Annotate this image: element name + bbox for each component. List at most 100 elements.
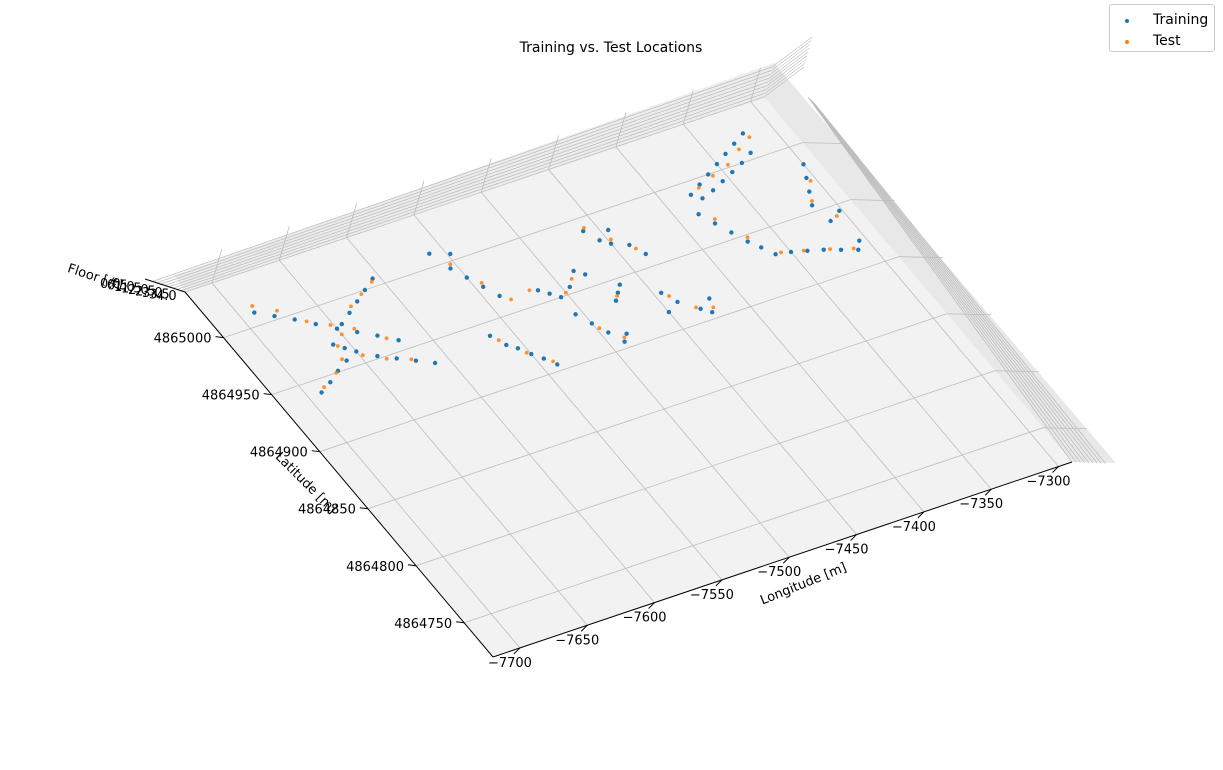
training-point — [740, 131, 746, 136]
grid-line-x — [346, 237, 655, 603]
x-tick-mark — [1052, 466, 1059, 473]
x-tick-label: −7450 — [825, 543, 869, 558]
training-point — [809, 203, 815, 208]
training-point — [643, 251, 648, 257]
training-point — [710, 188, 716, 193]
grid-line-z-top — [764, 62, 806, 94]
training-point — [487, 333, 493, 338]
training-point — [617, 282, 622, 287]
training-point — [567, 284, 572, 290]
chart-legend: Training Test — [1109, 4, 1215, 52]
test-point — [711, 305, 716, 310]
training-point — [504, 342, 509, 348]
x-tick-mark — [917, 511, 925, 519]
grid-line-x — [211, 282, 521, 649]
grid-line-z-top — [768, 51, 809, 83]
grid-line-z-top — [763, 66, 805, 98]
training-point — [714, 161, 720, 167]
test-point — [564, 290, 568, 295]
z-tick-label: 0.0 — [100, 277, 121, 292]
training-point — [571, 268, 576, 274]
z-tick-label: 2.0 — [128, 283, 149, 298]
x-tick-mark — [513, 647, 521, 655]
y-tick-mark — [359, 507, 368, 510]
plot-panes — [175, 63, 1116, 657]
grid-line-y-wall — [946, 313, 991, 316]
training-point — [313, 321, 318, 327]
training-point — [773, 252, 778, 257]
test-point — [349, 304, 353, 309]
test-point — [384, 336, 389, 341]
training-point — [606, 227, 611, 233]
training-point — [707, 296, 712, 301]
test-point — [340, 357, 344, 362]
grid-line-x — [278, 259, 588, 626]
y-tick-label: 4864800 — [346, 560, 404, 575]
legend-label-test: Test — [1153, 33, 1181, 49]
test-point — [634, 246, 638, 251]
test-point — [352, 326, 357, 331]
training-point — [723, 151, 728, 157]
grid-line-y-wall — [850, 199, 895, 202]
training-point — [432, 360, 438, 366]
training-point — [573, 312, 578, 317]
training-point — [608, 241, 614, 246]
test-point — [808, 179, 813, 183]
training-point — [347, 310, 352, 315]
grid-line-y — [367, 313, 948, 510]
training-point — [615, 290, 621, 295]
grid-line-z-top — [765, 59, 807, 90]
tick-labels: −7700 −7650 −7600 −7550 −7500 −7450 −7400 −7350… — [100, 277, 1071, 671]
training-point — [362, 287, 368, 293]
test-point — [334, 371, 339, 375]
training-point — [547, 291, 552, 296]
grid-line-z-side — [812, 101, 1098, 464]
training-point — [622, 339, 627, 344]
training-point — [375, 333, 380, 338]
training-point — [606, 330, 611, 335]
training-point — [558, 295, 564, 300]
z-axis-label: Floor [#] — [66, 261, 125, 293]
test-point — [384, 356, 389, 361]
training-point — [837, 208, 842, 213]
training-point — [252, 310, 257, 315]
grid-line-y — [415, 370, 996, 567]
grid-line-x-wall — [615, 112, 627, 147]
test-point — [527, 288, 532, 293]
x-tick-mark — [715, 579, 723, 587]
axis-lines — [144, 278, 1073, 658]
grid-line-z-back — [184, 96, 765, 293]
legend-item-test: Test — [1110, 32, 1214, 50]
grid-line-z-side — [813, 102, 1102, 464]
y-tick-mark — [456, 621, 465, 624]
training-point — [688, 192, 694, 197]
training-point — [706, 172, 711, 177]
training-point — [375, 353, 380, 359]
test-point — [801, 248, 806, 253]
grid-line-z-top — [766, 55, 808, 86]
test-point — [369, 279, 374, 284]
grid-line-y — [319, 256, 899, 453]
training-point — [342, 345, 347, 351]
training-point — [748, 150, 753, 155]
y-tick-mark — [311, 450, 320, 453]
z-tick-label: 3.5 — [149, 288, 170, 303]
training-point — [292, 317, 297, 322]
scatter-points — [250, 131, 862, 395]
training-point — [788, 249, 794, 255]
x-tick-label: −7500 — [757, 565, 801, 580]
test-point — [360, 353, 365, 358]
grid-line-z-side — [808, 97, 1077, 463]
test-point — [667, 294, 671, 298]
training-point — [732, 141, 737, 146]
training-point — [331, 342, 336, 347]
training-point — [427, 251, 432, 256]
grid-line-z-back — [163, 77, 770, 287]
grid-line-y — [463, 427, 1044, 624]
grid-line-x-wall — [750, 67, 761, 102]
training-point — [805, 248, 810, 253]
training-point — [355, 329, 360, 335]
test-point — [335, 344, 340, 348]
z-tick-label: 4.0 — [156, 289, 177, 304]
grid-line-z-top — [771, 40, 812, 71]
